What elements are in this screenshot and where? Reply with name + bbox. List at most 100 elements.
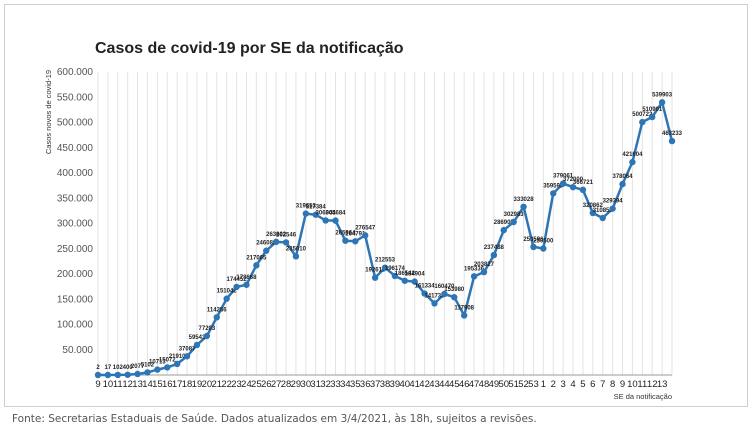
x-tick-label: 50 <box>498 379 509 390</box>
data-label: 160470 <box>434 284 455 290</box>
data-label: 265964 <box>335 231 356 237</box>
x-tick-label: 12 <box>122 379 133 390</box>
data-point <box>342 237 349 244</box>
x-tick-label: 46 <box>459 379 470 390</box>
data-label: 17 <box>105 365 112 371</box>
x-tick-label: 36 <box>360 379 371 390</box>
x-tick-label: 15 <box>152 379 163 390</box>
x-tick-label: 18 <box>182 379 193 390</box>
x-tick-label: 49 <box>489 379 500 390</box>
data-label: 153980 <box>444 287 465 293</box>
data-label: 306044 <box>316 210 337 216</box>
data-point <box>302 210 310 217</box>
data-label: 186542 <box>395 271 416 277</box>
data-label: 141735 <box>424 293 445 299</box>
data-point <box>381 264 389 271</box>
x-tick-label: 13 <box>132 379 143 390</box>
data-label: 2 <box>96 365 100 371</box>
x-tick-label: 27 <box>271 379 282 390</box>
data-label: 37087 <box>179 346 196 352</box>
data-point <box>510 218 517 226</box>
data-label: 305684 <box>326 211 347 217</box>
x-tick-label: 13 <box>657 379 668 390</box>
x-tick-label: 9 <box>620 379 625 390</box>
data-label: 192611 <box>365 268 385 274</box>
data-label: 320862 <box>583 203 604 209</box>
data-label: 250500 <box>533 238 554 244</box>
data-point <box>668 137 676 145</box>
x-tick-label: 51 <box>508 379 519 390</box>
x-tick-label: 52 <box>518 379 529 390</box>
data-label: 286905 <box>494 220 515 226</box>
data-point <box>559 180 567 187</box>
data-point <box>540 245 547 252</box>
data-point <box>183 353 191 360</box>
data-label: 366721 <box>573 180 594 186</box>
data-point <box>579 186 587 194</box>
data-point <box>144 369 151 376</box>
data-point <box>263 247 270 254</box>
x-tick-label: 37 <box>370 379 381 390</box>
x-tick-label: 41 <box>409 379 420 390</box>
data-label: 10713 <box>149 360 166 366</box>
data-point <box>243 281 250 288</box>
x-tick-label: 19 <box>192 379 203 390</box>
x-tick-label: 43 <box>429 379 440 390</box>
x-tick-label: 29 <box>291 379 302 390</box>
x-tick-label: 28 <box>281 379 292 390</box>
source-note: Fonte: Secretarias Estaduais de Saúde. D… <box>12 413 537 425</box>
data-point <box>213 314 220 321</box>
x-tick-label: 10 <box>627 379 638 390</box>
data-label: 15072 <box>159 357 176 363</box>
y-tick-label: 450.000 <box>57 143 94 154</box>
data-point <box>619 180 626 188</box>
x-tick-label: 8 <box>610 379 615 390</box>
data-label: 359593 <box>543 183 564 189</box>
data-label: 212553 <box>375 258 396 264</box>
data-label: 262546 <box>276 232 297 238</box>
y-tick-label: 100.000 <box>57 320 94 331</box>
x-tick-label: 31 <box>310 379 321 390</box>
data-label: 217065 <box>246 255 267 261</box>
y-tick-label: 50.000 <box>62 345 93 356</box>
data-label: 161334 <box>415 284 436 290</box>
data-label: 117908 <box>454 305 474 311</box>
x-tick-label: 11 <box>113 379 123 390</box>
data-point <box>490 251 498 259</box>
x-tick-label: 10 <box>103 379 114 390</box>
x-tick-label: 6 <box>590 379 595 390</box>
data-label: 102 <box>113 365 124 371</box>
data-label: 319653 <box>296 204 317 210</box>
data-point <box>362 232 369 239</box>
data-point <box>480 268 488 276</box>
data-point <box>312 211 319 218</box>
data-label: 178668 <box>236 275 257 281</box>
data-point <box>569 183 577 191</box>
data-label: 263602 <box>266 232 287 238</box>
data-label: 302983 <box>504 212 525 218</box>
data-label: 310859 <box>593 208 614 214</box>
data-label: 196174 <box>385 266 406 272</box>
data-label: 77203 <box>199 326 216 332</box>
data-point <box>401 277 408 284</box>
x-tick-label: 23 <box>231 379 242 390</box>
data-point <box>639 118 646 126</box>
data-label: 276547 <box>355 225 376 231</box>
data-label: 174452 <box>227 277 248 283</box>
data-point <box>421 290 428 297</box>
data-label: 379061 <box>553 174 574 180</box>
data-point <box>282 239 290 246</box>
data-point <box>203 332 211 340</box>
x-tick-label: 38 <box>380 379 391 390</box>
data-point <box>371 274 379 281</box>
data-label: 372000 <box>563 177 584 183</box>
x-tick-label: 3 <box>560 379 565 390</box>
data-label: 400 <box>123 365 134 371</box>
data-point <box>441 290 448 298</box>
x-tick-label: 30 <box>301 379 312 390</box>
y-tick-label: 500.000 <box>57 118 94 129</box>
data-point <box>104 371 112 379</box>
data-label: 195336 <box>464 266 485 272</box>
data-point <box>520 203 527 211</box>
